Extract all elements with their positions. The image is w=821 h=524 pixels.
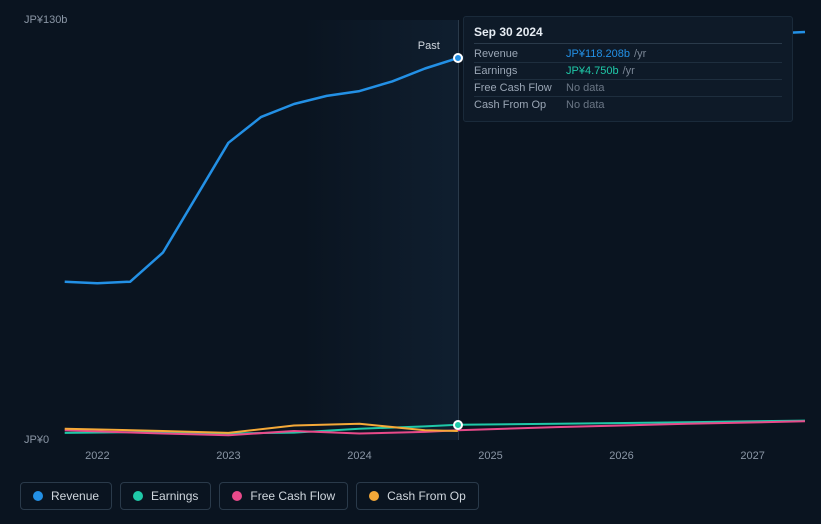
tooltip-value: JP¥4.750b [566, 65, 619, 77]
tooltip-row: Free Cash FlowNo data [474, 80, 782, 97]
legend: Revenue Earnings Free Cash Flow Cash From O… [20, 482, 479, 510]
legend-swatch [369, 491, 379, 501]
tooltip-unit: /yr [634, 48, 646, 60]
tooltip-metric: Revenue [474, 48, 566, 60]
x-axis-label: 2023 [216, 450, 240, 462]
tooltip-row: EarningsJP¥4.750b/yr [474, 63, 782, 80]
legend-item-earnings[interactable]: Earnings [120, 482, 211, 510]
tooltip-unit: /yr [623, 65, 635, 77]
tooltip-value: No data [566, 82, 605, 94]
x-axis-label: 2027 [740, 450, 764, 462]
legend-item-revenue[interactable]: Revenue [20, 482, 112, 510]
tooltip-row: Cash From OpNo data [474, 97, 782, 113]
y-axis-label: JP¥0 [24, 434, 49, 446]
marker-revenue [453, 53, 463, 63]
legend-item-cfo[interactable]: Cash From Op [356, 482, 479, 510]
x-axis-label: 2024 [347, 450, 371, 462]
legend-swatch [232, 491, 242, 501]
legend-label: Cash From Op [387, 489, 466, 503]
tooltip-value: JP¥118.208b [566, 48, 630, 60]
legend-label: Free Cash Flow [250, 489, 335, 503]
tooltip-metric: Free Cash Flow [474, 82, 566, 94]
legend-label: Revenue [51, 489, 99, 503]
data-tooltip: Sep 30 2024 RevenueJP¥118.208b/yrEarning… [463, 16, 793, 122]
x-axis-label: 2026 [609, 450, 633, 462]
tooltip-rows: RevenueJP¥118.208b/yrEarningsJP¥4.750b/y… [474, 46, 782, 113]
tooltip-metric: Cash From Op [474, 99, 566, 111]
legend-label: Earnings [151, 489, 198, 503]
tooltip-value: No data [566, 99, 605, 111]
y-axis-label: JP¥130b [24, 14, 67, 26]
legend-swatch [33, 491, 43, 501]
marker-earnings [453, 420, 463, 430]
tooltip-date: Sep 30 2024 [474, 25, 782, 44]
series-line-fcf [65, 421, 805, 435]
x-axis-label: 2022 [85, 450, 109, 462]
tooltip-metric: Earnings [474, 65, 566, 77]
tooltip-row: RevenueJP¥118.208b/yr [474, 46, 782, 63]
legend-item-fcf[interactable]: Free Cash Flow [219, 482, 348, 510]
legend-swatch [133, 491, 143, 501]
x-axis-label: 2025 [478, 450, 502, 462]
